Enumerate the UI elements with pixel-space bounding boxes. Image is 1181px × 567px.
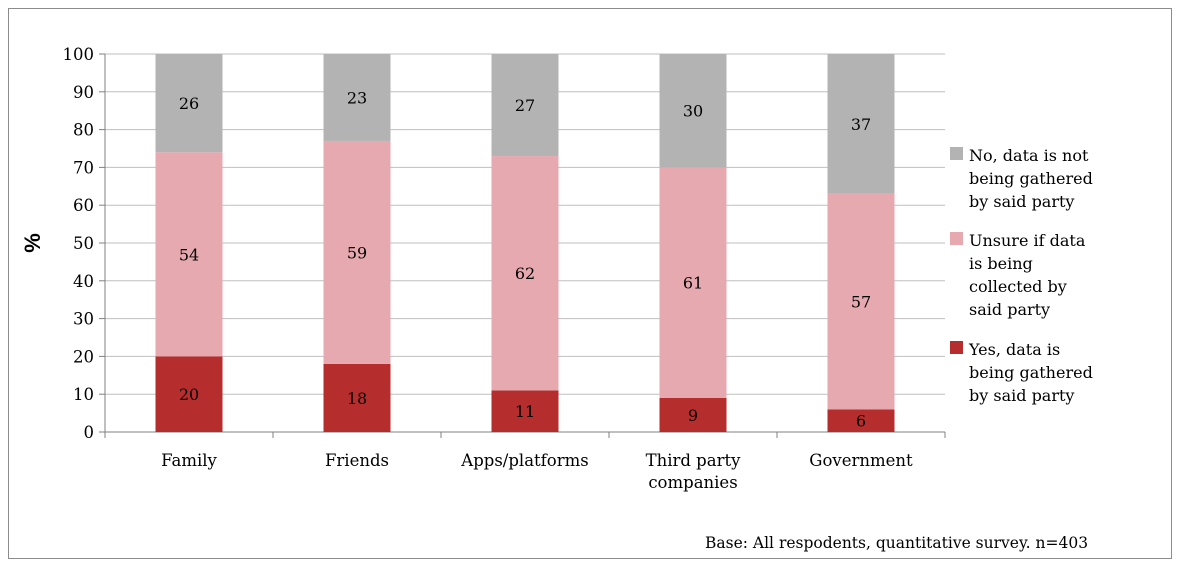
data-label: 57: [851, 293, 871, 312]
legend-label: Unsure if data is being collected by said p…: [969, 229, 1159, 321]
legend-label-line: Yes, data is: [969, 340, 1061, 359]
data-label: 18: [347, 389, 367, 408]
y-tick-label: 0: [84, 423, 95, 442]
x-tick-label: Family: [161, 451, 217, 470]
data-label: 54: [179, 245, 199, 264]
legend-label-line: is being: [969, 254, 1033, 273]
bar-segment: [491, 390, 559, 432]
legend-item: Yes, data is being gathered by said party: [950, 338, 1159, 407]
legend-swatch: [950, 341, 963, 354]
bar-segment: [827, 409, 895, 432]
bar-segment: [323, 363, 391, 432]
legend-label-line: collected by: [969, 277, 1067, 296]
data-label: 30: [683, 102, 703, 121]
bar-segment: [659, 167, 727, 398]
bar-segment: [155, 152, 223, 357]
legend-label: Yes, data is being gathered by said party: [969, 338, 1159, 407]
legend-label-line: Unsure if data: [969, 231, 1086, 250]
legend-swatch: [950, 232, 963, 245]
legend-label: No, data is not being gathered by said par…: [969, 144, 1159, 213]
legend-label-line: No, data is not: [969, 146, 1089, 165]
y-tick-label: 10: [73, 385, 94, 404]
x-tick-label: Third party: [646, 451, 742, 470]
bar-segment: [155, 356, 223, 432]
legend-item: No, data is not being gathered by said par…: [950, 144, 1159, 213]
y-tick-label: 50: [73, 234, 94, 253]
y-tick-label: 40: [73, 272, 94, 291]
data-label: 59: [347, 243, 367, 262]
y-tick-label: 60: [73, 196, 94, 215]
data-label: 61: [683, 274, 703, 293]
x-tick-label: Government: [809, 451, 913, 470]
legend-label-line: being gathered: [969, 169, 1093, 188]
y-tick-label: 30: [73, 310, 94, 329]
x-tick-label: Friends: [325, 451, 389, 470]
bar-segment: [659, 54, 727, 168]
y-axis-label: %: [20, 233, 45, 253]
y-tick-label: 100: [63, 45, 95, 64]
data-label: 37: [851, 115, 871, 134]
y-tick-label: 20: [73, 347, 94, 366]
y-tick-label: 90: [73, 83, 94, 102]
data-label: 11: [515, 402, 535, 421]
y-tick-label: 80: [73, 121, 94, 140]
legend-swatch: [950, 147, 963, 160]
legend-label-line: being gathered: [969, 363, 1093, 382]
data-label: 23: [347, 88, 367, 107]
bar-segment: [155, 54, 223, 153]
legend-label-line: by said party: [969, 386, 1075, 405]
bar-segment: [491, 156, 559, 391]
bar-segment: [323, 140, 391, 364]
data-label: 6: [856, 412, 866, 431]
bar-segment: [827, 193, 895, 410]
chart-footnote: Base: All respodents, quantitative surve…: [705, 534, 1089, 552]
legend-label-line: by said party: [969, 192, 1075, 211]
bar-segment: [659, 397, 727, 432]
data-label: 26: [179, 94, 199, 113]
y-tick-label: 70: [73, 158, 94, 177]
data-label: 62: [515, 264, 535, 283]
bar-segment: [827, 54, 895, 194]
x-tick-label: companies: [648, 473, 737, 492]
data-label: 20: [179, 385, 199, 404]
data-label: 27: [515, 96, 535, 115]
bar-segment: [491, 54, 559, 157]
bar-segment: [323, 54, 391, 141]
x-tick-label: Apps/platforms: [460, 451, 588, 470]
legend-label-line: said party: [969, 300, 1051, 319]
data-label: 9: [688, 406, 698, 425]
legend-item: Unsure if data is being collected by said p…: [950, 229, 1159, 321]
